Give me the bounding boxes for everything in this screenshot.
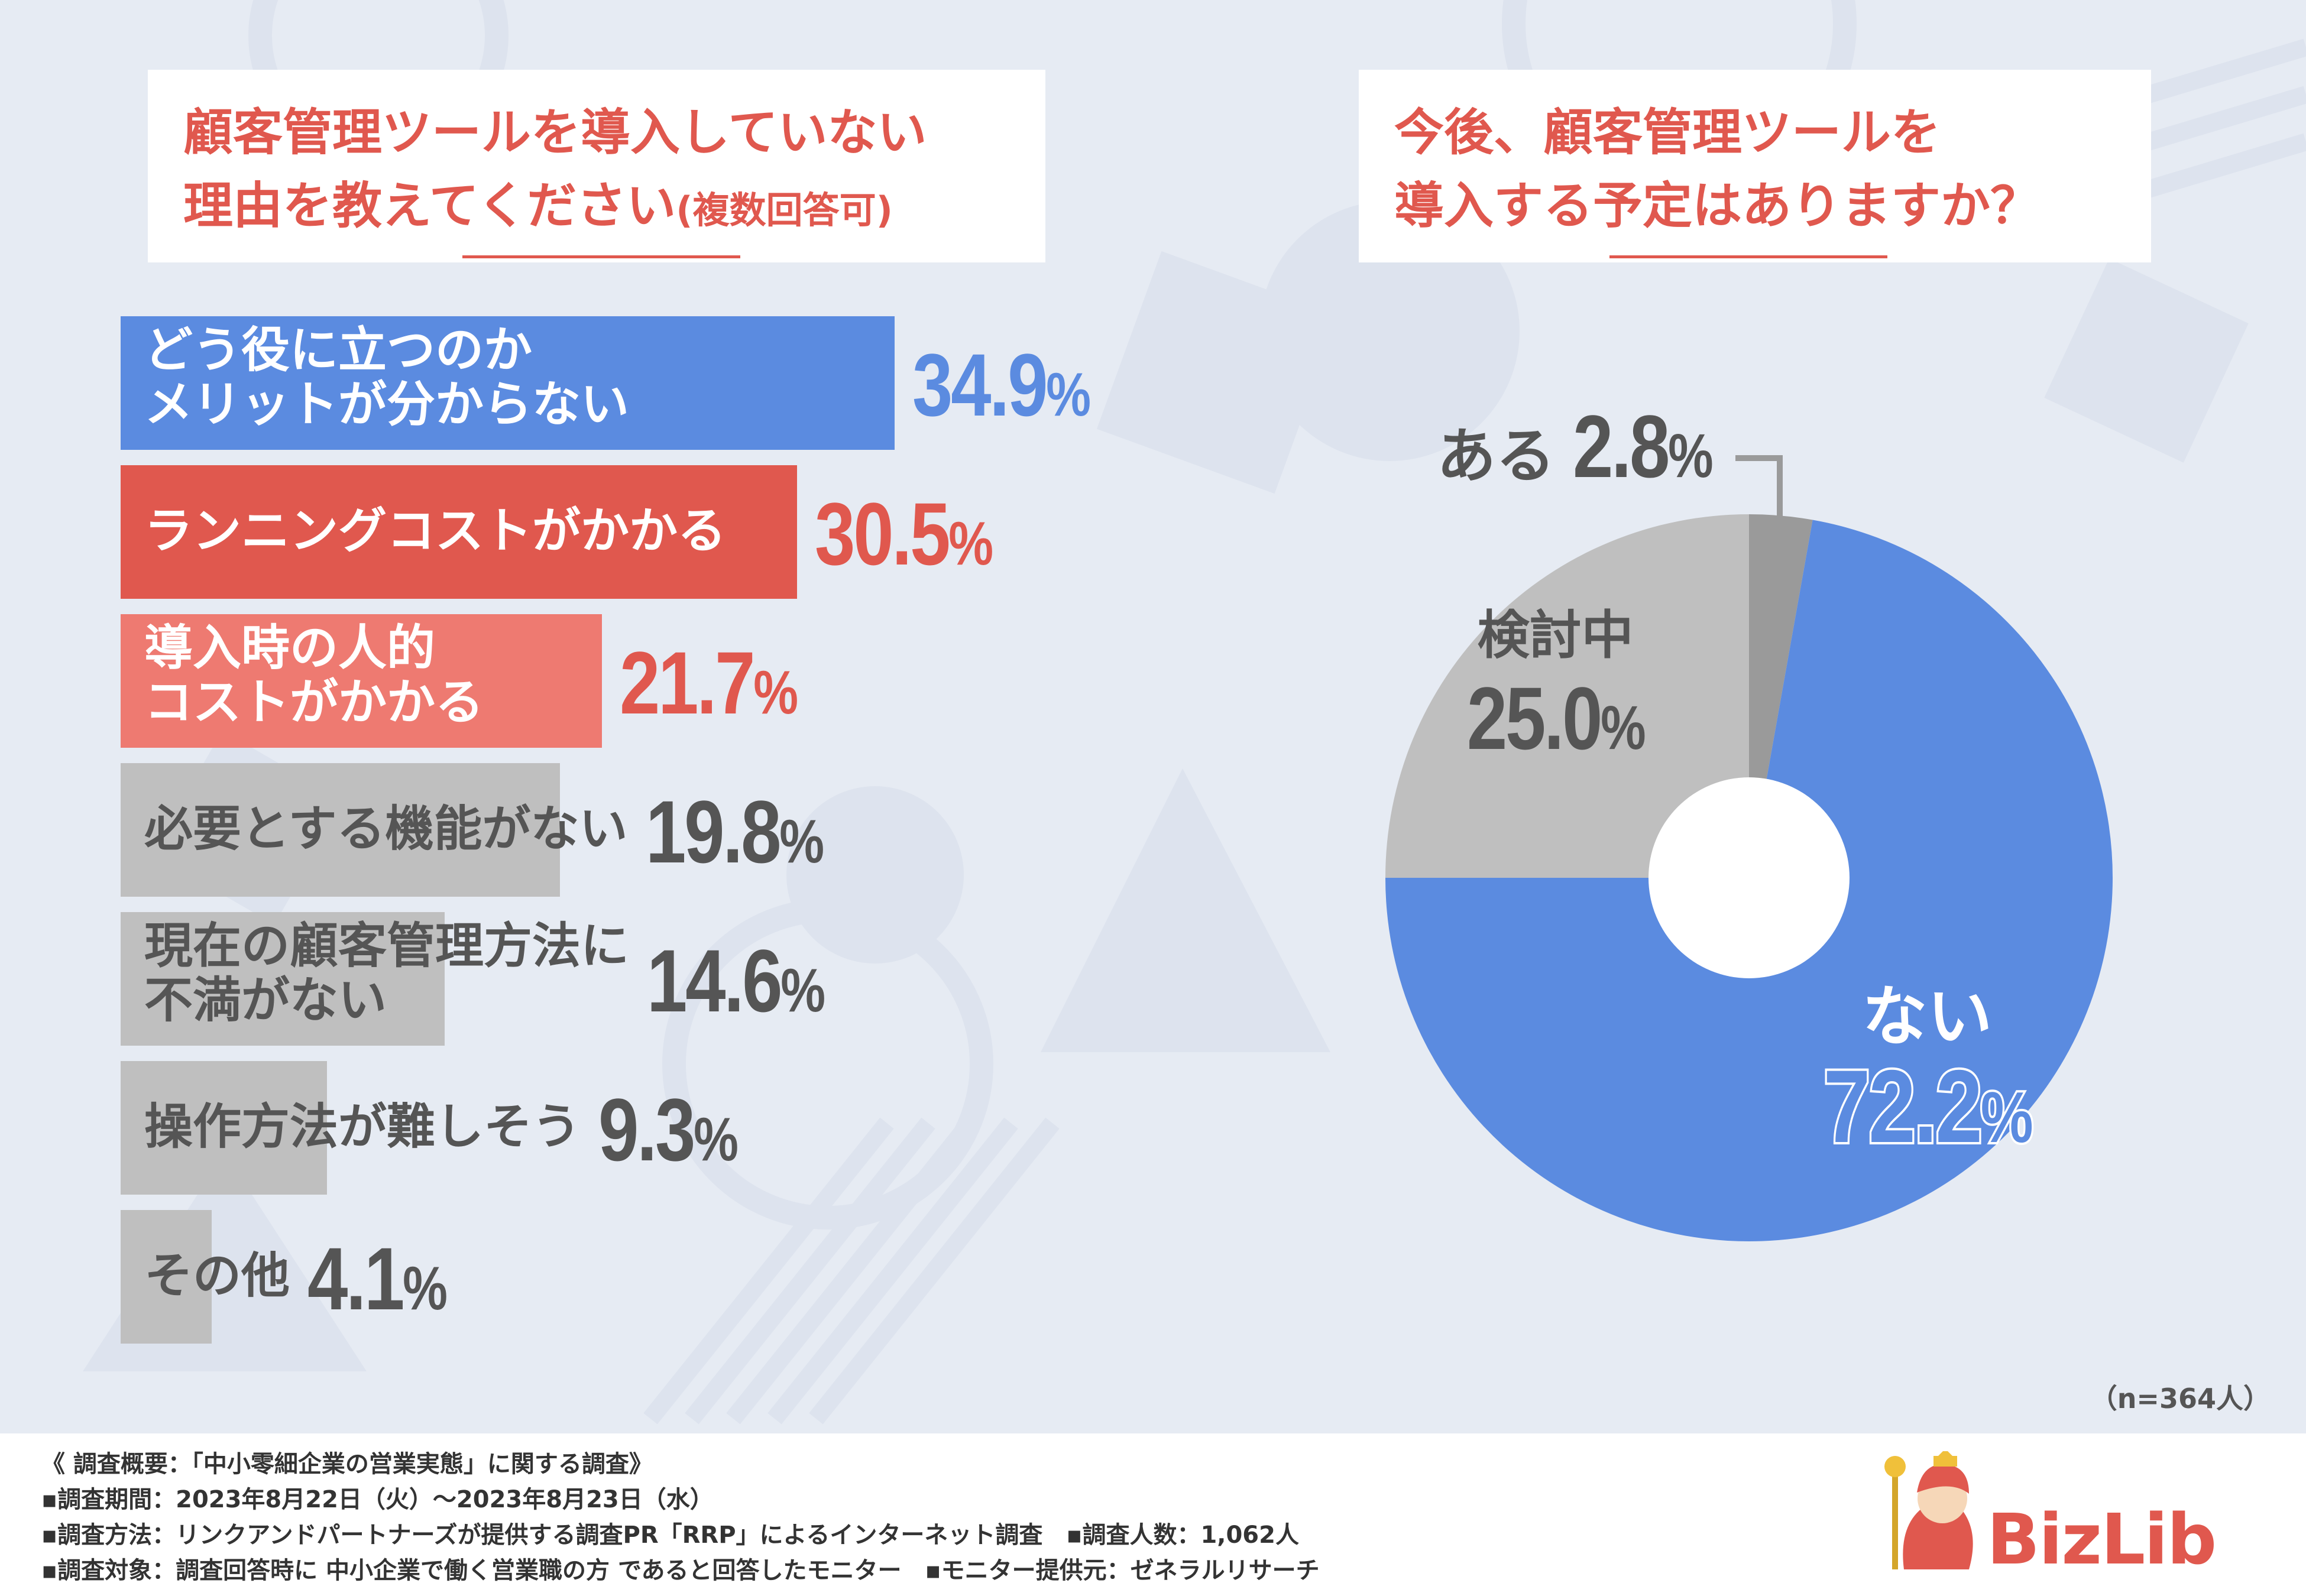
bar-chart-title-underline [462, 255, 740, 258]
pie-chart-title-underline [1609, 255, 1887, 258]
bar-category-label-line: 導入時の人的 [144, 620, 436, 676]
survey-period: ▪調査期間：2023年8月22日（火）～2023年8月23日（水） [41, 1486, 714, 1513]
footer: 《 調査概要：「中小零細企業の営業実態」に関する調査》 ▪調査期間：2023年8… [0, 1433, 2306, 1596]
bar-row: 導入時の人的 コストがかかる 21.7% [121, 614, 1016, 748]
bar-category-label: ランニングコストがかかる [144, 502, 726, 561]
bar [121, 316, 895, 450]
bar [121, 1210, 212, 1344]
bar-value-number: 4.1 [307, 1229, 404, 1328]
donut-slice-value-number: 25.0 [1466, 669, 1603, 768]
bar-category-label: 必要とする機能がない [144, 800, 628, 859]
bar-row: ランニングコストがかかる 30.5% [121, 465, 1211, 599]
bar-value-percent: % [1046, 361, 1091, 429]
bar-chart-title-line2: 理由を教えてください(複数回答可) [183, 169, 1010, 247]
bar-chart-title-text: 理由を教えてください [183, 177, 676, 235]
bar-value-label: 21.7% [620, 632, 798, 734]
bar-category-label-line: どう役に立つのか [144, 322, 533, 378]
survey-overview: 《 調査概要：「中小零細企業の営業実態」に関する調査》 ▪調査期間：2023年8… [41, 1446, 1320, 1588]
donut-slice-value-percent: % [1668, 421, 1714, 491]
bar-value-percent: % [694, 1105, 739, 1174]
bar-row: その他 4.1% [121, 1210, 626, 1344]
bar-row: 必要とする機能がない 19.8% [121, 763, 974, 897]
mascot-icon [1884, 1451, 1973, 1569]
bar-value-number: 30.5 [815, 484, 951, 583]
bar-category-label-line: ランニングコストがかかる [144, 503, 727, 559]
bizlib-logo: BizLib [1880, 1451, 2271, 1581]
sample-size: （n=364人） [2090, 1383, 2271, 1415]
bar [121, 614, 602, 748]
donut-slice-value: 72.2% [1821, 1053, 2036, 1169]
bar-category-label: その他 [144, 1247, 290, 1306]
donut-slice-label: 検討中 25.0% [1447, 597, 1663, 773]
bar [121, 763, 560, 897]
bar-category-label-line: メリットが分からない [144, 377, 630, 433]
survey-target: ▪調査対象：調査回答時に 中小企業で働く営業職の方 であると回答したモニター ▪… [41, 1557, 1320, 1584]
bar-value-label: 19.8% [645, 781, 824, 883]
donut-slice-name: 検討中 [1477, 605, 1634, 666]
survey-overview-title: 《 調査概要：「中小零細企業の営業実態」に関する調査》 [41, 1451, 653, 1478]
bar-category-label-line: その他 [144, 1248, 290, 1304]
bar [121, 465, 797, 599]
bar-category-label: 操作方法が難しそう [144, 1098, 581, 1157]
pie-chart-title: 今後、顧客管理ツールを 導入する予定はありますか？ [1359, 70, 2151, 262]
bar-chart-title-note: (複数回答可) [676, 189, 893, 232]
bar-value-label: 14.6% [647, 930, 825, 1032]
bar-value-number: 21.7 [620, 633, 756, 732]
bar-value-label: 4.1% [307, 1228, 448, 1330]
donut-slice-value-number: 2.8 [1573, 397, 1670, 496]
donut-hole [1648, 777, 1850, 978]
leader-line [1735, 455, 1783, 520]
bar-row: どう役に立つのか メリットが分からない 34.9% [121, 316, 1309, 450]
donut-slice-value-percent: % [1601, 693, 1646, 763]
bar-row: 操作方法が難しそう 9.3% [121, 1061, 741, 1195]
donut-slice-name: ない [1862, 979, 1993, 1055]
donut-slice-label: ある 2.8% [1437, 402, 1742, 501]
bar-chart-title: 顧客管理ツールを導入していない 理由を教えてください(複数回答可) [148, 70, 1045, 262]
donut-slice-value-percent: % [1979, 1075, 2036, 1160]
bar-value-number: 19.8 [645, 782, 782, 881]
bar-value-label: 30.5% [815, 483, 993, 585]
bar-category-label-line: 必要とする機能がない [144, 801, 628, 857]
donut-slice [1385, 514, 1749, 878]
pie-chart-title-line1: 今後、顧客管理ツールを [1394, 103, 1941, 161]
survey-method: ▪調査方法：リンクアンドパートナーズが提供する調査PR「RRP」によるインターネ… [41, 1522, 1299, 1549]
bar-value-label: 34.9% [912, 334, 1091, 436]
bar-value-percent: % [948, 510, 993, 578]
bar-category-label-line: 現在の顧客管理方法に [144, 918, 630, 974]
bar [121, 1061, 327, 1195]
bar-chart-title-line1: 顧客管理ツールを導入していない [183, 103, 927, 161]
bar-category-label: 導入時の人的 コストがかかる [144, 621, 484, 730]
bar-value-percent: % [779, 807, 824, 876]
donut-slice-label: ない 72.2% [1800, 978, 2054, 1169]
bar-category-label-line: コストがかかる [144, 674, 484, 731]
pie-chart-title-line2: 導入する予定はありますか？ [1394, 177, 2041, 235]
donut-slice-name: ある [1437, 421, 1555, 491]
bar-row: 現在の顧客管理方法に 不満がない 14.6% [121, 912, 859, 1046]
bar-category-label: 現在の顧客管理方法に 不満がない [144, 919, 629, 1028]
bar-category-label-line: 操作方法が難しそう [144, 1099, 581, 1155]
bar-value-percent: % [780, 956, 825, 1025]
bar-value-number: 14.6 [647, 931, 783, 1030]
donut-slice-value: 25.0% [1467, 674, 1646, 773]
bar-value-number: 34.9 [912, 335, 1048, 434]
logo-text: BizLib [1987, 1498, 2217, 1580]
donut-slice-value-number: 72.2 [1821, 1049, 1984, 1164]
bar-value-label: 9.3% [598, 1079, 739, 1181]
bar-value-percent: % [753, 658, 798, 727]
donut-slice-value: 2.8% [1573, 402, 1714, 501]
bar-category-label-line: 不満がない [144, 972, 387, 1029]
bar-value-number: 9.3 [598, 1080, 695, 1179]
bar-value-percent: % [403, 1254, 448, 1323]
donut-chart [1385, 455, 2113, 1241]
bar-category-label: どう役に立つのか メリットが分からない [144, 323, 629, 432]
bar [121, 912, 445, 1046]
